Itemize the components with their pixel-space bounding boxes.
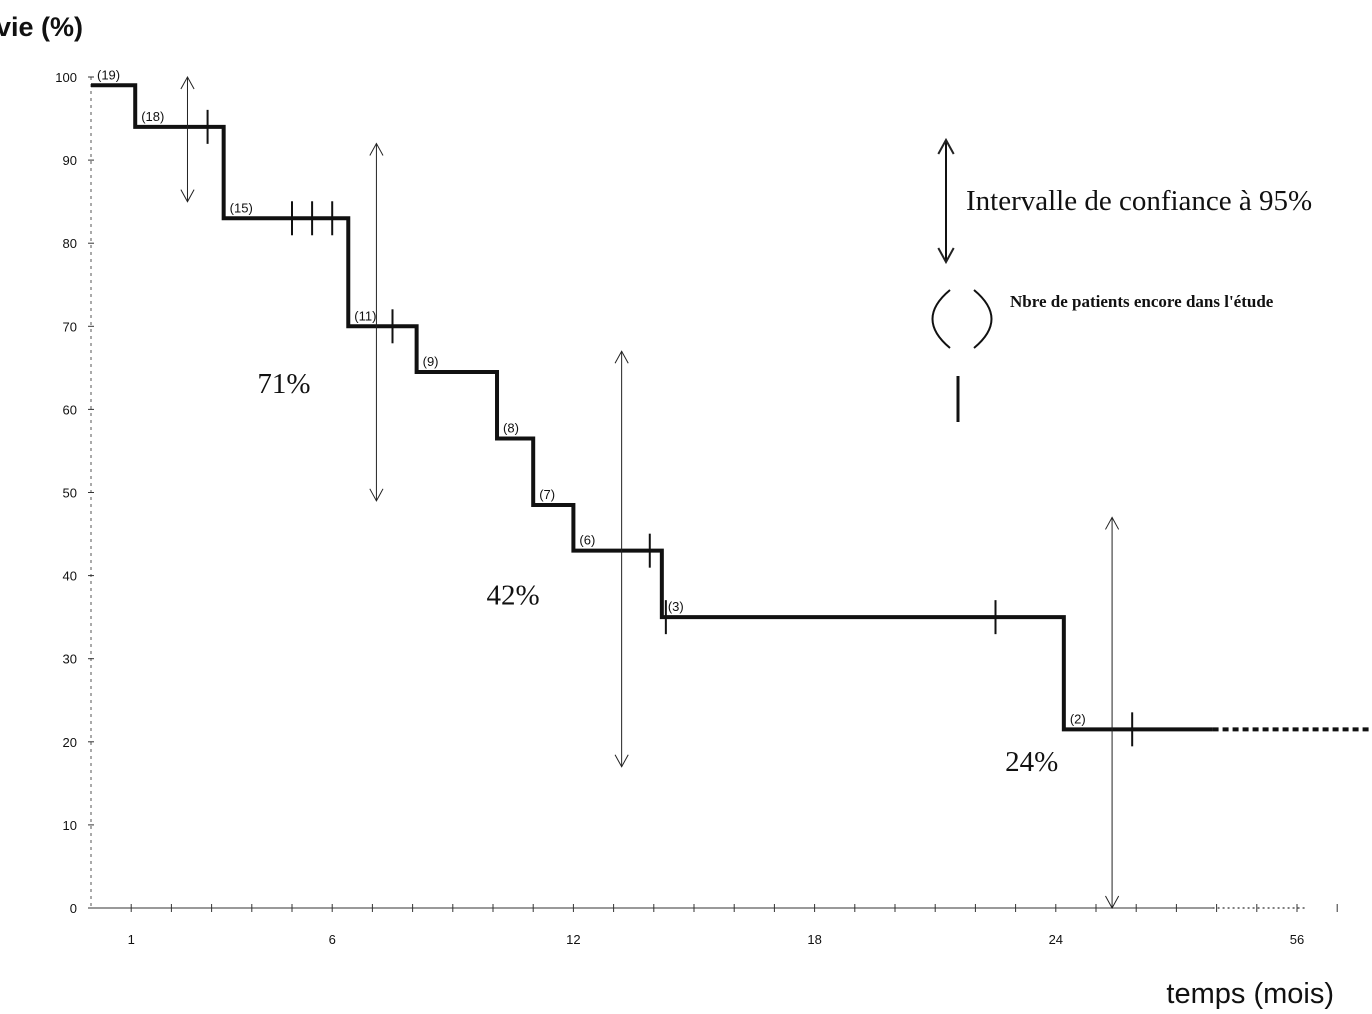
survival-step-line bbox=[91, 83, 1213, 732]
x-axis-title: temps (mois) bbox=[1166, 978, 1334, 1010]
annotation-label: 42% bbox=[487, 580, 540, 612]
y-axis-title: vie (%) bbox=[0, 12, 83, 42]
at-risk-label: (8) bbox=[503, 420, 519, 435]
ci-arrow-top bbox=[614, 350, 629, 364]
at-risk-label: (11) bbox=[354, 308, 376, 323]
y-tick-label: 60 bbox=[63, 402, 77, 417]
ci-arrow-top bbox=[180, 75, 195, 90]
y-tick-label: 30 bbox=[63, 652, 77, 667]
chart-marks: (19)(18)(15)(11)(9)(8)(7)(6)(3)(2)(1)71%… bbox=[97, 67, 1134, 910]
ci-arrow-bottom bbox=[1105, 895, 1120, 910]
y-tick-label: 20 bbox=[63, 735, 77, 750]
legend: Intervalle de confiance à 95% Nbre de pa… bbox=[931, 137, 1312, 422]
at-risk-label: (18) bbox=[141, 109, 164, 124]
ci-arrow-bottom bbox=[180, 189, 195, 203]
y-tick-label: 70 bbox=[63, 319, 77, 334]
ci-arrow-bottom bbox=[369, 488, 384, 502]
y-tick-label: 40 bbox=[63, 569, 77, 584]
at-risk-label: (6) bbox=[579, 533, 595, 548]
y-tick-label: 50 bbox=[63, 486, 77, 501]
annotation-label: 71% bbox=[257, 368, 310, 400]
annotation-label: 24% bbox=[1005, 746, 1058, 778]
y-tick-label: 90 bbox=[63, 153, 77, 168]
at-risk-label: (15) bbox=[230, 200, 253, 215]
y-tick-label: 0 bbox=[70, 901, 77, 916]
axes: 0 10 20 30 40 50 60 70 80 90 100 1 6 12 18 24 56 bbox=[55, 70, 1338, 947]
survival-curve bbox=[91, 83, 1372, 732]
at-risk-label: (3) bbox=[668, 599, 684, 614]
legend-ci-label: Intervalle de confiance à 95% bbox=[966, 185, 1312, 217]
legend-right-paren bbox=[973, 289, 993, 349]
y-tick-label: 10 bbox=[63, 818, 77, 833]
x-tick-label: 12 bbox=[566, 932, 580, 947]
x-tick-label: 6 bbox=[329, 932, 336, 947]
x-tick-label: 56 bbox=[1290, 932, 1304, 947]
x-tick-label: 18 bbox=[807, 932, 821, 947]
legend-ci-arrow-bottom bbox=[937, 247, 955, 265]
legend-at-risk-label: Nbre de patients encore dans l'étude bbox=[1010, 292, 1274, 311]
ci-arrow-top bbox=[1105, 516, 1120, 530]
x-tick-label: 1 bbox=[128, 932, 135, 947]
legend-left-paren bbox=[931, 289, 951, 349]
x-tick-label: 24 bbox=[1049, 932, 1063, 947]
y-tick-label: 80 bbox=[63, 236, 77, 251]
at-risk-label: (19) bbox=[97, 67, 120, 82]
y-tick-label: 100 bbox=[55, 70, 77, 85]
at-risk-label: (2) bbox=[1070, 711, 1086, 726]
ci-arrow-top bbox=[369, 142, 384, 156]
legend-ci-arrow-top bbox=[937, 137, 955, 155]
at-risk-label: (9) bbox=[423, 354, 439, 369]
ci-arrow-bottom bbox=[614, 754, 629, 768]
at-risk-label: (7) bbox=[539, 487, 555, 502]
